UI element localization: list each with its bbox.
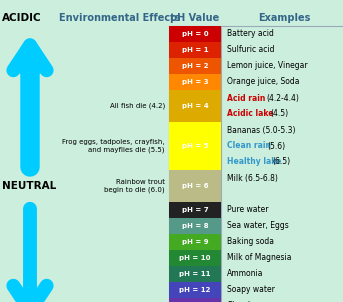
- Text: pH Value: pH Value: [170, 13, 220, 23]
- Bar: [169, 122, 221, 170]
- Text: pH = 9: pH = 9: [182, 239, 208, 245]
- Text: pH = 6: pH = 6: [182, 183, 208, 189]
- FancyArrowPatch shape: [13, 209, 47, 302]
- Text: pH = 0: pH = 0: [182, 31, 208, 37]
- Text: (4.5): (4.5): [270, 108, 288, 117]
- Text: Ammonia: Ammonia: [227, 269, 263, 278]
- Text: pH = 3: pH = 3: [182, 79, 208, 85]
- Text: Milk of Magnesia: Milk of Magnesia: [227, 253, 292, 262]
- Text: Clean rain: Clean rain: [227, 142, 271, 150]
- Text: pH = 5: pH = 5: [182, 143, 208, 149]
- FancyArrowPatch shape: [13, 45, 47, 163]
- Text: Examples: Examples: [258, 13, 310, 23]
- Text: pH = 2: pH = 2: [182, 63, 208, 69]
- Text: Environmental Effects: Environmental Effects: [59, 13, 181, 23]
- Text: Rainbow trout
begin to die (6.0): Rainbow trout begin to die (6.0): [104, 179, 165, 193]
- Bar: [169, 218, 221, 234]
- Text: Pure water: Pure water: [227, 205, 269, 214]
- Text: Acid rain: Acid rain: [227, 95, 265, 104]
- Text: pH = 4: pH = 4: [182, 103, 209, 109]
- Text: ACIDIC: ACIDIC: [2, 13, 42, 23]
- Bar: [169, 266, 221, 282]
- Bar: [169, 170, 221, 202]
- Text: pH = 8: pH = 8: [182, 223, 208, 229]
- Bar: [169, 282, 221, 298]
- Bar: [169, 26, 221, 42]
- Text: pH = 12: pH = 12: [179, 287, 211, 293]
- Text: All fish die (4.2): All fish die (4.2): [110, 103, 165, 109]
- Text: pH = 10: pH = 10: [179, 255, 211, 261]
- Text: Battery acid: Battery acid: [227, 30, 274, 38]
- Bar: [169, 298, 221, 302]
- Text: Sulfuric acid: Sulfuric acid: [227, 46, 274, 54]
- Text: Acidic lake: Acidic lake: [227, 108, 273, 117]
- Text: Bleach: Bleach: [227, 301, 253, 302]
- Bar: [169, 202, 221, 218]
- Bar: [169, 42, 221, 58]
- Bar: [169, 74, 221, 90]
- Bar: [169, 250, 221, 266]
- Text: (6.5): (6.5): [272, 157, 290, 166]
- Text: Frog eggs, tadpoles, crayfish,
and mayflies die (5.5): Frog eggs, tadpoles, crayfish, and mayfl…: [62, 139, 165, 153]
- Text: Soapy water: Soapy water: [227, 285, 275, 294]
- Bar: [169, 58, 221, 74]
- Text: Sea water, Eggs: Sea water, Eggs: [227, 221, 289, 230]
- Bar: [169, 234, 221, 250]
- Text: NEUTRAL: NEUTRAL: [2, 181, 56, 191]
- Text: Bananas (5.0-5.3): Bananas (5.0-5.3): [227, 126, 296, 135]
- Text: Healthy lake: Healthy lake: [227, 157, 281, 166]
- Text: Orange juice, Soda: Orange juice, Soda: [227, 78, 299, 86]
- Text: (4.2-4.4): (4.2-4.4): [266, 95, 299, 104]
- Text: (5.6): (5.6): [267, 142, 285, 150]
- Text: Milk (6.5-6.8): Milk (6.5-6.8): [227, 174, 278, 182]
- Text: pH = 11: pH = 11: [179, 271, 211, 277]
- Text: pH = 1: pH = 1: [182, 47, 208, 53]
- Bar: [169, 90, 221, 122]
- Text: Lemon juice, Vinegar: Lemon juice, Vinegar: [227, 62, 308, 70]
- Text: pH = 7: pH = 7: [182, 207, 208, 213]
- Text: Baking soda: Baking soda: [227, 237, 274, 246]
